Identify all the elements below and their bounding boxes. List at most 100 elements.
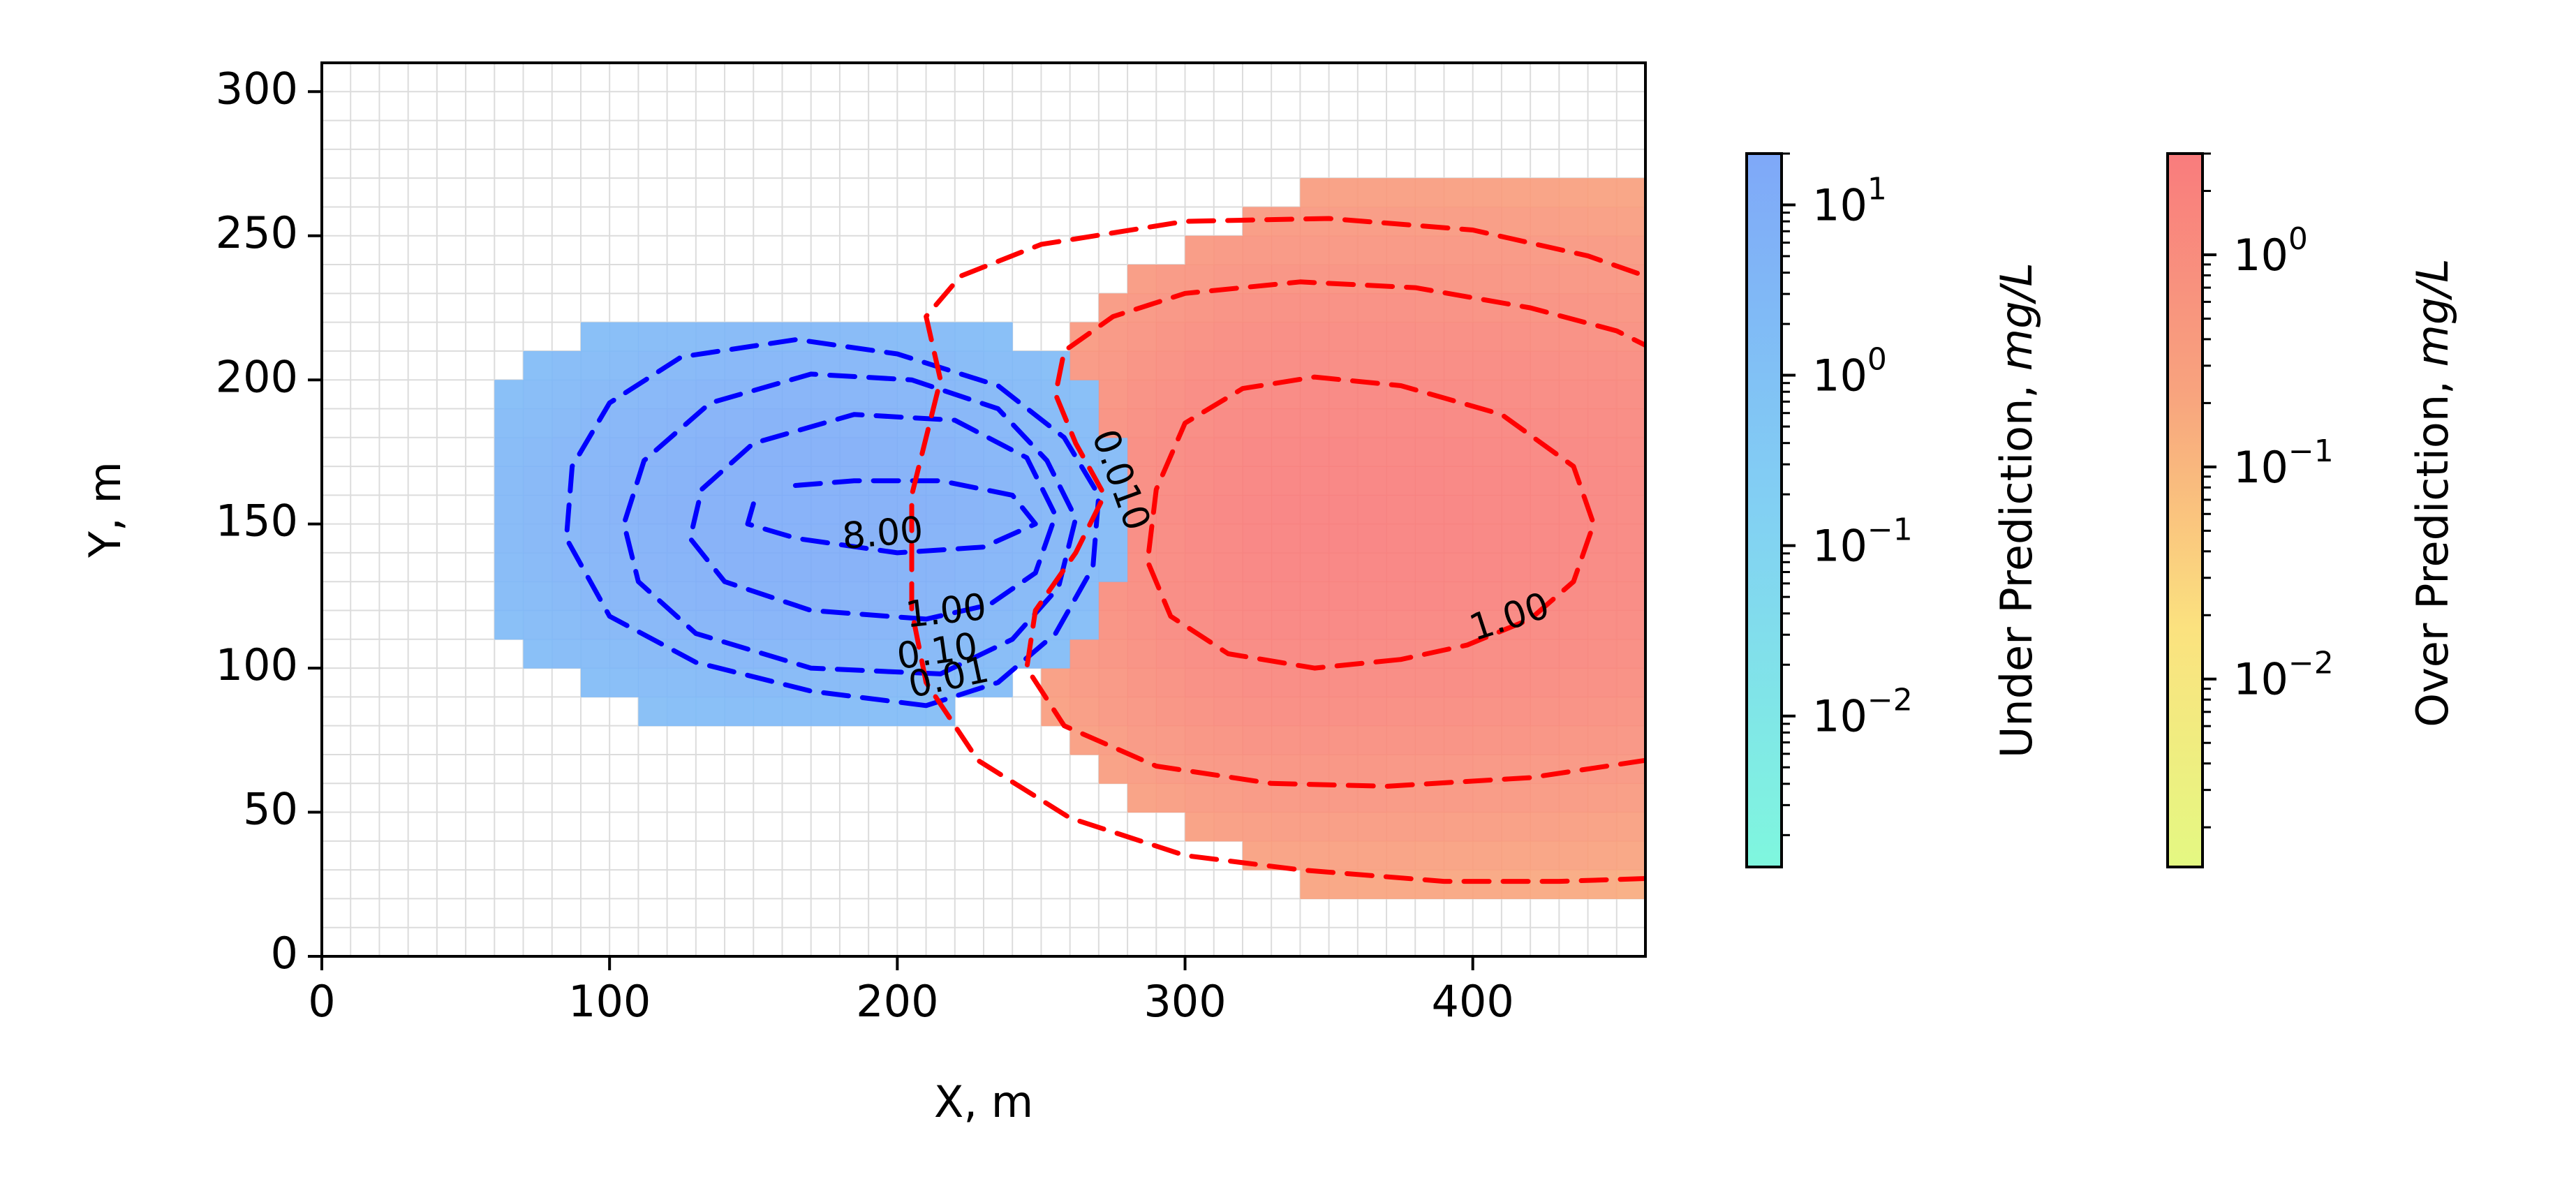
field-cell (667, 437, 697, 467)
field-cell (1501, 350, 1531, 380)
field-cell (984, 408, 1013, 438)
field-cell (1386, 552, 1416, 582)
field-cell (1328, 725, 1359, 755)
field-cell (1328, 350, 1359, 380)
x-tick-label: 400 (1432, 976, 1514, 1027)
field-cell (1530, 552, 1560, 582)
field-cell (1616, 639, 1645, 669)
field-cell (1271, 812, 1301, 842)
field-cell (1213, 610, 1243, 640)
field-cell (1559, 639, 1589, 669)
over-colorbar-label-text: Over Prediction, (2407, 366, 2458, 727)
field-cell (1127, 783, 1157, 813)
field-cell (1616, 207, 1645, 237)
field-cell (1300, 840, 1330, 870)
field-cell (1098, 668, 1128, 697)
field-cell (1242, 466, 1272, 496)
y-tick-label: 50 (243, 784, 298, 835)
field-cell (1156, 380, 1186, 409)
field-cell (1127, 380, 1157, 409)
field-cell (810, 610, 841, 640)
field-cell (1300, 754, 1330, 784)
field-cell (1300, 697, 1330, 727)
field-cell (1328, 322, 1359, 352)
field-cell (1444, 350, 1474, 380)
field-cell (1501, 466, 1531, 496)
field-cell (1415, 293, 1444, 323)
field-cell (1156, 293, 1186, 323)
field-cell (839, 495, 869, 525)
field-cell (954, 437, 984, 467)
field-cell (1472, 697, 1502, 727)
field-cell (1559, 840, 1589, 870)
field-cell (1127, 697, 1157, 727)
field-cell (1271, 466, 1301, 496)
field-cell (1300, 466, 1330, 496)
field-cell (1587, 552, 1618, 582)
field-cell (1357, 812, 1387, 842)
field-cell (1415, 322, 1444, 352)
field-cell (1415, 754, 1444, 784)
field-cell (1213, 524, 1243, 554)
field-cell (1444, 581, 1474, 611)
under_prediction-contour-1 (688, 412, 1058, 622)
field-cell (1386, 639, 1416, 669)
field-cell (1386, 350, 1416, 380)
field-cell (1328, 668, 1359, 697)
field-cell (1012, 380, 1042, 409)
field-cell (782, 437, 812, 467)
field-cell (1242, 639, 1272, 669)
over_prediction-contour-0.001 (909, 216, 1645, 884)
field-cell (1444, 870, 1474, 899)
field-cell (1587, 178, 1618, 207)
field-cell (1300, 639, 1330, 669)
field-cell (1472, 840, 1502, 870)
field-cell (753, 697, 783, 727)
field-cell (1357, 840, 1387, 870)
field-cell (1386, 235, 1416, 265)
field-cell (1098, 350, 1128, 380)
field-cell (1357, 668, 1387, 697)
field-cell (1098, 524, 1128, 554)
field-cell (1472, 293, 1502, 323)
field-cell (1357, 466, 1387, 496)
field-cell (1242, 350, 1272, 380)
field-cell (1559, 581, 1589, 611)
field-cell (1242, 322, 1272, 352)
field-cell (1242, 697, 1272, 727)
field-cell (1587, 610, 1618, 640)
field-cell (1559, 350, 1589, 380)
field-cell (1041, 350, 1071, 380)
y-tick-label: 200 (216, 351, 298, 402)
field-cell (609, 581, 639, 611)
x-tick-label: 200 (856, 976, 938, 1027)
field-cell (1415, 178, 1444, 207)
contour-lines (563, 216, 1645, 884)
field-cell (695, 697, 725, 727)
field-cell (1127, 581, 1157, 611)
field-cell (1156, 552, 1186, 582)
field-cell (1587, 265, 1618, 294)
field-cell (1472, 725, 1502, 755)
field-cell (753, 552, 783, 582)
field-cell (1300, 437, 1330, 467)
field-cell (1127, 408, 1157, 438)
field-cell (523, 639, 553, 669)
field-cell (1501, 697, 1531, 727)
y-tick-label: 150 (216, 496, 298, 547)
field-cell (926, 552, 956, 582)
field-cell (1271, 293, 1301, 323)
field-cell (1501, 552, 1531, 582)
field-cell (1530, 725, 1560, 755)
field-cell (1242, 610, 1272, 640)
field-cell (1530, 178, 1560, 207)
field-cell (1472, 552, 1502, 582)
field-cell (1415, 235, 1444, 265)
colorbar-tick-label: 100 (1812, 342, 1887, 401)
field-cell (494, 466, 524, 496)
field-cell (1185, 235, 1215, 265)
x-tick-label: 300 (1143, 976, 1226, 1027)
field-cell (868, 552, 898, 582)
field-cell (1213, 235, 1243, 265)
